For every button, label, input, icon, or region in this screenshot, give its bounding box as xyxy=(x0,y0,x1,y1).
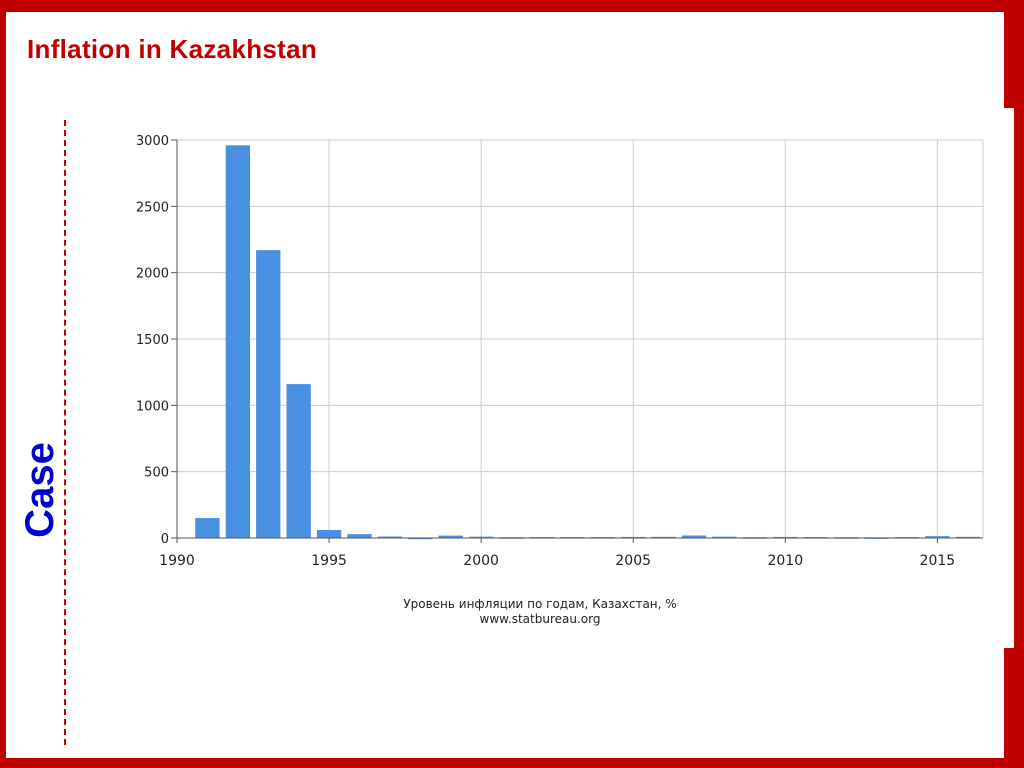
bar xyxy=(925,536,950,538)
dashed-divider xyxy=(64,120,66,745)
x-tick-label: 2015 xyxy=(920,553,956,569)
bottom-frame-bar xyxy=(0,758,1024,768)
x-tick-label: 1990 xyxy=(159,553,195,569)
bar xyxy=(316,530,342,538)
chart-caption: Уровень инфляции по годам, Казахстан, % … xyxy=(360,597,720,627)
y-tick-label: 1500 xyxy=(136,333,169,348)
y-tick-label: 500 xyxy=(144,466,169,481)
grid-lines xyxy=(177,139,984,538)
bar xyxy=(712,536,737,539)
bar xyxy=(468,536,494,539)
x-tick-label: 2000 xyxy=(463,553,499,569)
bar xyxy=(377,536,403,539)
y-tick-label: 1000 xyxy=(136,399,169,414)
bar xyxy=(256,250,281,538)
y-tick-label: 0 xyxy=(161,532,169,547)
bar xyxy=(286,384,311,538)
bar xyxy=(347,534,372,538)
bar xyxy=(225,145,250,538)
bar xyxy=(195,518,220,538)
bars xyxy=(195,145,980,540)
right-frame-strip xyxy=(1004,108,1014,648)
y-tick-label: 3000 xyxy=(136,134,169,149)
y-tick-label: 2500 xyxy=(136,200,169,215)
x-tick-label: 1995 xyxy=(311,553,347,569)
bar xyxy=(438,535,463,538)
bar xyxy=(681,535,707,538)
x-tick-label: 2005 xyxy=(615,553,651,569)
caption-line-1: Уровень инфляции по годам, Казахстан, % xyxy=(403,597,677,611)
x-tick-label: 2010 xyxy=(767,553,803,569)
slide-background xyxy=(6,12,1004,758)
caption-line-2: www.statbureau.org xyxy=(479,612,601,626)
tick-labels: 0 500 1000 1500 2000 2500 3000 1990 1995 2000 2005… xyxy=(136,134,955,569)
y-tick-label: 2000 xyxy=(136,267,169,282)
top-frame-bar xyxy=(0,0,1024,12)
axes xyxy=(171,139,983,543)
slide-title: Inflation in Kazakhstan xyxy=(27,34,318,64)
